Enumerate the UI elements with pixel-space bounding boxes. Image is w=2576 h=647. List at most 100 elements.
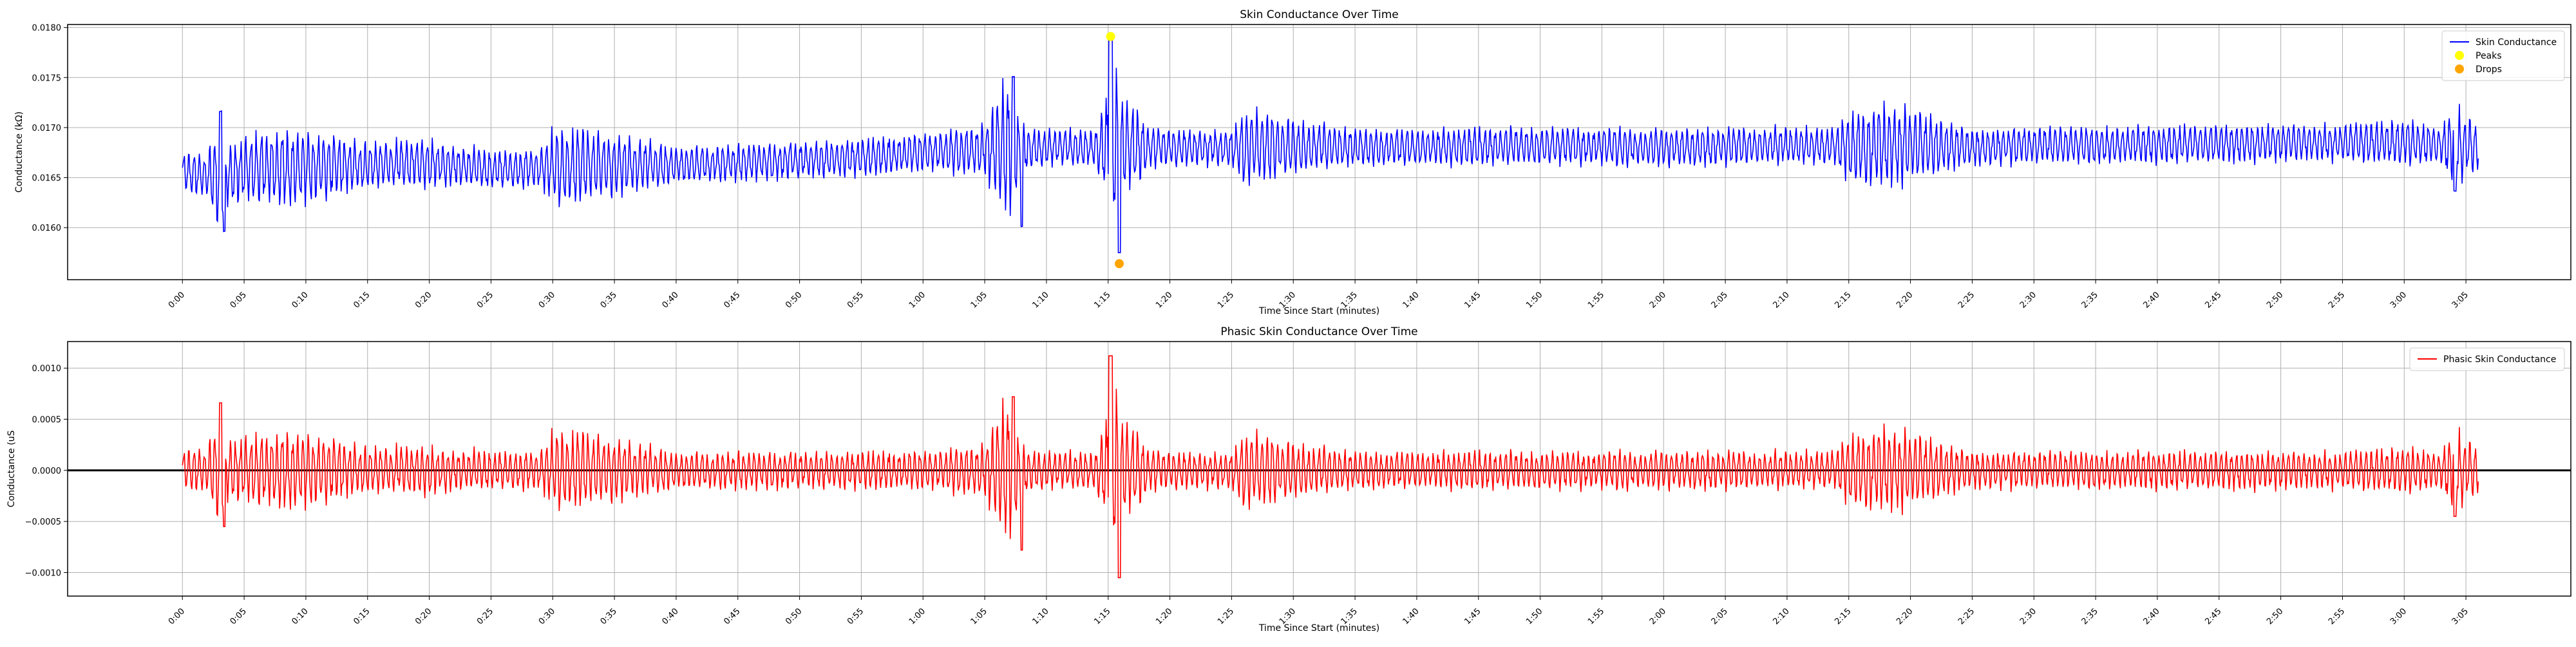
sc-x-tick-label: 1:45 bbox=[1463, 290, 1482, 310]
legend-label: Drops bbox=[2476, 64, 2502, 75]
phasic-x-tick-label: 2:00 bbox=[1648, 606, 1668, 626]
sc-x-axis-label: Time Since Start (minutes) bbox=[1258, 306, 1379, 316]
phasic-x-tick-label: 0:40 bbox=[660, 606, 680, 626]
sc-legend: Skin Conductance Peaks Drops bbox=[2441, 30, 2565, 81]
sc-x-tick-label: 0:40 bbox=[660, 290, 680, 310]
phasic-x-tick-label: 2:45 bbox=[2203, 606, 2223, 626]
phasic-x-tick-label: 0:20 bbox=[413, 606, 433, 626]
phasic-x-tick-label: 2:25 bbox=[1956, 606, 1976, 626]
sc-x-tick-label: 1:20 bbox=[1154, 290, 1174, 310]
phasic-x-tick-label: 2:20 bbox=[1895, 606, 1915, 626]
phasic-x-tick-label: 0:05 bbox=[229, 606, 249, 626]
sc-x-tick-label: 1:55 bbox=[1586, 290, 1606, 310]
phasic-axes-frame bbox=[67, 341, 2571, 597]
phasic-x-tick-label: 1:50 bbox=[1524, 606, 1544, 626]
sc-y-tick-label: 0.0175 bbox=[32, 73, 62, 83]
phasic-x-tick-label: 1:05 bbox=[969, 606, 989, 626]
sc-x-tick-label: 2:30 bbox=[2018, 290, 2038, 310]
legend-box bbox=[2409, 347, 2565, 371]
legend-marker-swatch bbox=[2455, 64, 2464, 73]
phasic-x-tick-label: 0:45 bbox=[722, 606, 742, 626]
sc-x-tick-label: 1:15 bbox=[1092, 290, 1112, 310]
sc-x-tick-label: 1:50 bbox=[1524, 290, 1544, 310]
sc-x-tick-label: 2:00 bbox=[1648, 290, 1668, 310]
sc-x-tick-label: 2:55 bbox=[2327, 290, 2347, 310]
phasic-x-tick-label: 2:50 bbox=[2265, 606, 2285, 626]
phasic-x-tick-label: 2:55 bbox=[2327, 606, 2347, 626]
sc-x-tick-label: 0:35 bbox=[599, 290, 619, 310]
phasic-x-tick-label: 3:05 bbox=[2450, 606, 2470, 626]
sc-axes-frame bbox=[67, 24, 2571, 280]
sc-x-tick-label: 0:20 bbox=[413, 290, 433, 310]
sc-x-tick-label: 0:25 bbox=[475, 290, 495, 310]
sc-x-tick-label: 0:30 bbox=[537, 290, 557, 310]
phasic-chart-title: Phasic Skin Conductance Over Time bbox=[1220, 325, 1417, 338]
phasic-x-tick-label: 1:55 bbox=[1586, 606, 1606, 626]
phasic-legend: Phasic Skin Conductance bbox=[2409, 347, 2565, 371]
sc-x-tick-label: 3:00 bbox=[2389, 290, 2409, 310]
phasic-x-tick-label: 0:55 bbox=[846, 606, 866, 626]
phasic-x-tick-label: 2:10 bbox=[1771, 606, 1791, 626]
sc-x-tick-label: 1:00 bbox=[907, 290, 927, 310]
phasic-series-line bbox=[182, 355, 2479, 579]
phasic-y-axis-label: Conductance (uS bbox=[6, 430, 17, 508]
peak-marker bbox=[1106, 32, 1115, 41]
legend-label: Phasic Skin Conductance bbox=[2443, 354, 2556, 365]
legend-label: Skin Conductance bbox=[2476, 37, 2557, 48]
phasic-x-tick-label: 1:40 bbox=[1401, 606, 1421, 626]
sc-x-tick-label: 2:10 bbox=[1771, 290, 1791, 310]
drop-marker bbox=[1115, 259, 1124, 269]
phasic-x-tick-label: 1:25 bbox=[1216, 606, 1236, 626]
phasic-x-tick-label: 2:35 bbox=[2080, 606, 2100, 626]
phasic-y-tick-label: −0.0010 bbox=[25, 569, 61, 579]
sc-x-tick-label: 0:55 bbox=[846, 290, 866, 310]
sc-x-tick-label: 2:25 bbox=[1956, 290, 1976, 310]
phasic-x-tick-label: 2:15 bbox=[1833, 606, 1853, 626]
sc-y-tick-label: 0.0165 bbox=[32, 174, 62, 184]
phasic-x-tick-label: 1:10 bbox=[1030, 606, 1050, 626]
phasic-x-tick-label: 2:40 bbox=[2141, 606, 2161, 626]
phasic-x-axis-label: Time Since Start (minutes) bbox=[1258, 623, 1379, 633]
sc-x-tick-label: 0:10 bbox=[290, 290, 310, 310]
sc-series-line bbox=[182, 35, 2479, 253]
phasic-x-tick-label: 1:00 bbox=[907, 606, 927, 626]
sc-y-tick-label: 0.0160 bbox=[32, 224, 62, 233]
phasic-x-tick-label: 0:15 bbox=[352, 606, 372, 626]
phasic-x-tick-label: 0:35 bbox=[599, 606, 619, 626]
phasic-y-tick-label: 0.0005 bbox=[32, 416, 62, 425]
sc-x-tick-label: 0:50 bbox=[784, 290, 804, 310]
phasic-y-tick-label: 0.0010 bbox=[32, 364, 62, 374]
sc-x-tick-label: 2:45 bbox=[2203, 290, 2223, 310]
sc-x-tick-label: 2:15 bbox=[1833, 290, 1853, 310]
sc-x-tick-label: 1:40 bbox=[1401, 290, 1421, 310]
phasic-skin-conductance-chart: 0:00 0:05 0:10 0:15 0:20 0:25 0:30 0:35 0:40 0:45… bbox=[6, 325, 2571, 633]
sc-x-tick-label: 3:05 bbox=[2450, 290, 2470, 310]
legend-label: Peaks bbox=[2476, 51, 2502, 61]
sc-y-axis-label: Conductance (kΩ) bbox=[14, 111, 24, 193]
legend-marker-swatch bbox=[2455, 51, 2464, 60]
phasic-x-tick-label: 0:25 bbox=[475, 606, 495, 626]
skin-conductance-chart: 0:00 0:05 0:10 0:15 0:20 0:25 0:30 0:35 0:40 0:45… bbox=[14, 8, 2571, 316]
sc-x-tick-label: 2:20 bbox=[1895, 290, 1915, 310]
sc-x-tick-label: 0:15 bbox=[352, 290, 372, 310]
sc-x-tick-label: 2:50 bbox=[2265, 290, 2285, 310]
sc-x-tick-label: 1:25 bbox=[1216, 290, 1236, 310]
sc-x-tick-label: 2:40 bbox=[2141, 290, 2161, 310]
sc-x-tick-label: 0:00 bbox=[167, 290, 187, 310]
sc-x-tick-label: 1:10 bbox=[1030, 290, 1050, 310]
phasic-y-tick-label: 0.0000 bbox=[32, 467, 62, 476]
phasic-x-tick-label: 0:10 bbox=[290, 606, 310, 626]
phasic-x-tick-label: 0:00 bbox=[167, 606, 187, 626]
phasic-x-tick-label: 1:15 bbox=[1092, 606, 1112, 626]
legend-box bbox=[2441, 30, 2565, 81]
sc-y-tick-label: 0.0180 bbox=[32, 24, 62, 34]
sc-x-tick-label: 1:05 bbox=[969, 290, 989, 310]
sc-x-tick-label: 0:45 bbox=[722, 290, 742, 310]
sc-x-tick-label: 2:35 bbox=[2080, 290, 2100, 310]
sc-x-tick-label: 0:05 bbox=[229, 290, 249, 310]
phasic-x-tick-label: 1:45 bbox=[1463, 606, 1482, 626]
phasic-x-tick-label: 0:30 bbox=[537, 606, 557, 626]
sc-y-tick-label: 0.0170 bbox=[32, 124, 62, 133]
